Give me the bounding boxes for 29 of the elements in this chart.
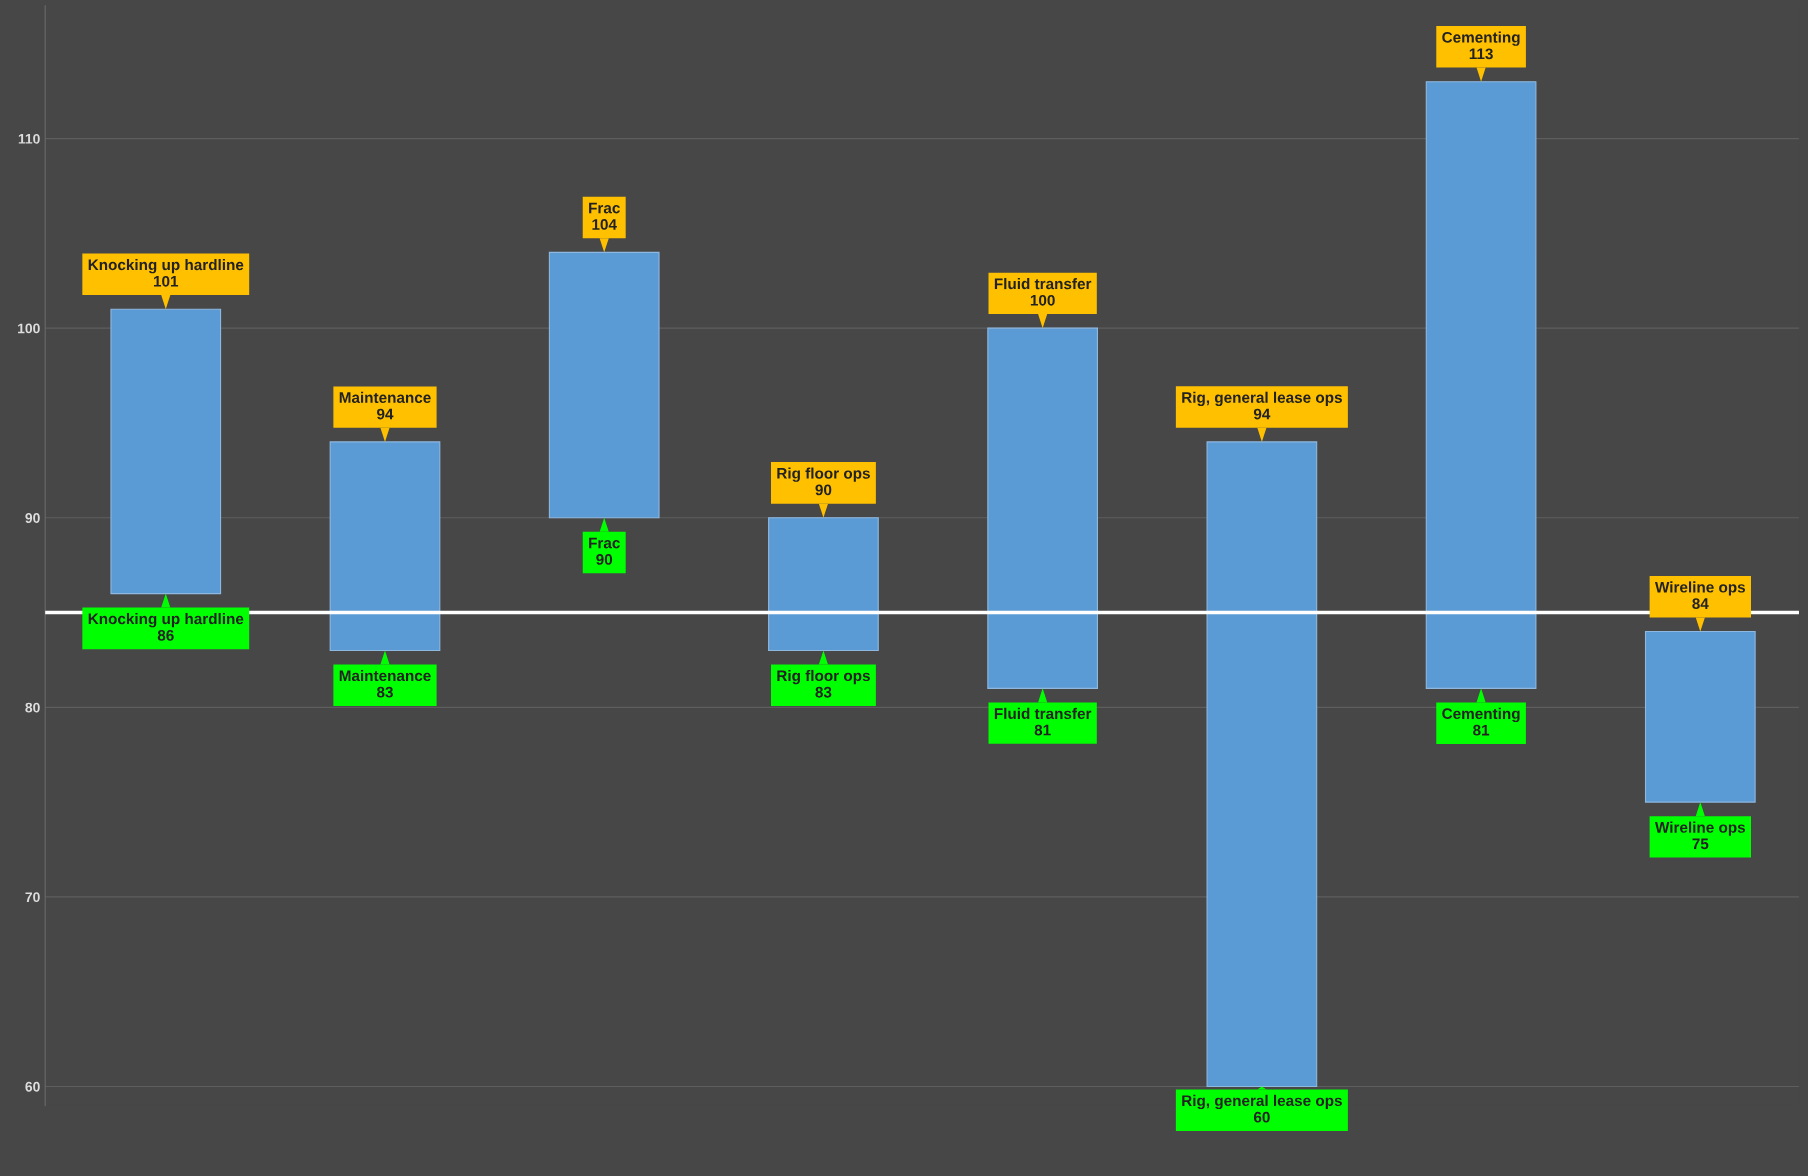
bar	[548, 251, 660, 519]
y-tick-label: 100	[18, 323, 40, 334]
annotation: Cementing 113	[1442, 31, 1520, 60]
bar	[768, 517, 879, 652]
y-tick-label: 60	[25, 1081, 40, 1092]
annotation: Fluid transfer 81	[994, 707, 1092, 736]
annotation: Frac 104	[589, 202, 620, 230]
annotation: Knocking up hardline 101	[88, 259, 244, 287]
y-tick-label: 70	[25, 892, 40, 903]
bar	[1425, 81, 1537, 689]
y-tick-label: 80	[25, 702, 40, 713]
annotation: Frac 90	[589, 537, 620, 565]
annotation: Fluid transfer 100	[994, 278, 1092, 306]
bar	[987, 327, 1099, 689]
bar	[329, 441, 441, 652]
annotation: Maintenance 83	[339, 669, 431, 698]
y-tick-label: 110	[18, 133, 40, 144]
annotation: Cementing 81	[1442, 707, 1520, 736]
annotation: Rig floor ops 83	[777, 669, 870, 698]
bar	[110, 308, 222, 595]
annotation: Wireline ops 75	[1654, 821, 1746, 850]
annotation: Maintenance 94	[339, 391, 431, 420]
annotation: Knocking up hardline 86	[88, 613, 244, 641]
annotation: Rig, general lease ops 60	[1182, 1094, 1342, 1123]
bar	[1644, 630, 1756, 803]
y-tick-label: 90	[25, 513, 40, 523]
annotation: Wireline ops 84	[1654, 581, 1746, 610]
annotation: Rig floor ops 90	[777, 467, 870, 496]
annotation: Rig, general lease ops 94	[1182, 391, 1342, 420]
